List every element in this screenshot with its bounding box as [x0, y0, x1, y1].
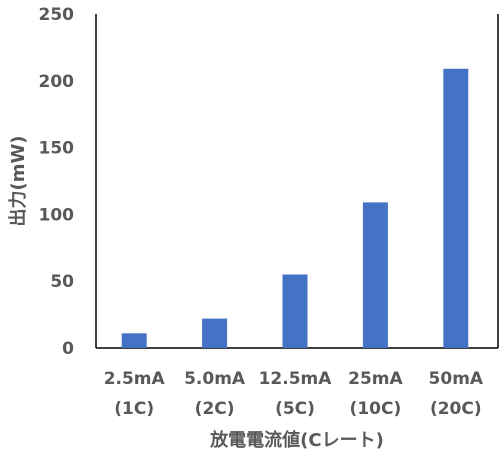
- y-tick-label: 200: [39, 72, 75, 92]
- bar: [443, 68, 469, 348]
- y-tick-label: 250: [39, 5, 75, 25]
- bars: [121, 68, 469, 348]
- x-tick-label: (20C): [430, 399, 482, 419]
- plot-area: 0 50 100 150 200 250 2.5mA (1C) 5.0mA (2C) 12.5mA…: [39, 5, 499, 419]
- bar: [121, 333, 147, 348]
- x-tick-label: 50mA: [429, 369, 484, 389]
- bar: [202, 318, 228, 348]
- x-tick-label: (2C): [195, 399, 235, 419]
- y-tick-label: 100: [39, 205, 75, 225]
- bar: [362, 202, 388, 348]
- x-tick-label: (5C): [275, 399, 315, 419]
- x-tick-label: (10C): [350, 399, 402, 419]
- x-tick-labels: 2.5mA (1C) 5.0mA (2C) 12.5mA (5C) 25mA (10C) 50m…: [104, 369, 484, 419]
- x-tick-label: 2.5mA: [104, 369, 166, 389]
- x-tick-label: 12.5mA: [259, 369, 333, 389]
- x-tick-label: 25mA: [348, 369, 403, 389]
- y-tick-labels: 0 50 100 150 200 250: [39, 5, 75, 359]
- y-axis-title: 出力(mW): [7, 135, 29, 226]
- x-tick-label: 5.0mA: [184, 369, 246, 389]
- y-tick-label: 150: [39, 139, 75, 159]
- x-axis-title: 放電電流値(Cレート): [209, 429, 384, 451]
- x-tick-label: (1C): [114, 399, 154, 419]
- y-tick-label: 0: [62, 339, 74, 359]
- bar: [282, 274, 308, 348]
- y-tick-label: 50: [50, 272, 74, 292]
